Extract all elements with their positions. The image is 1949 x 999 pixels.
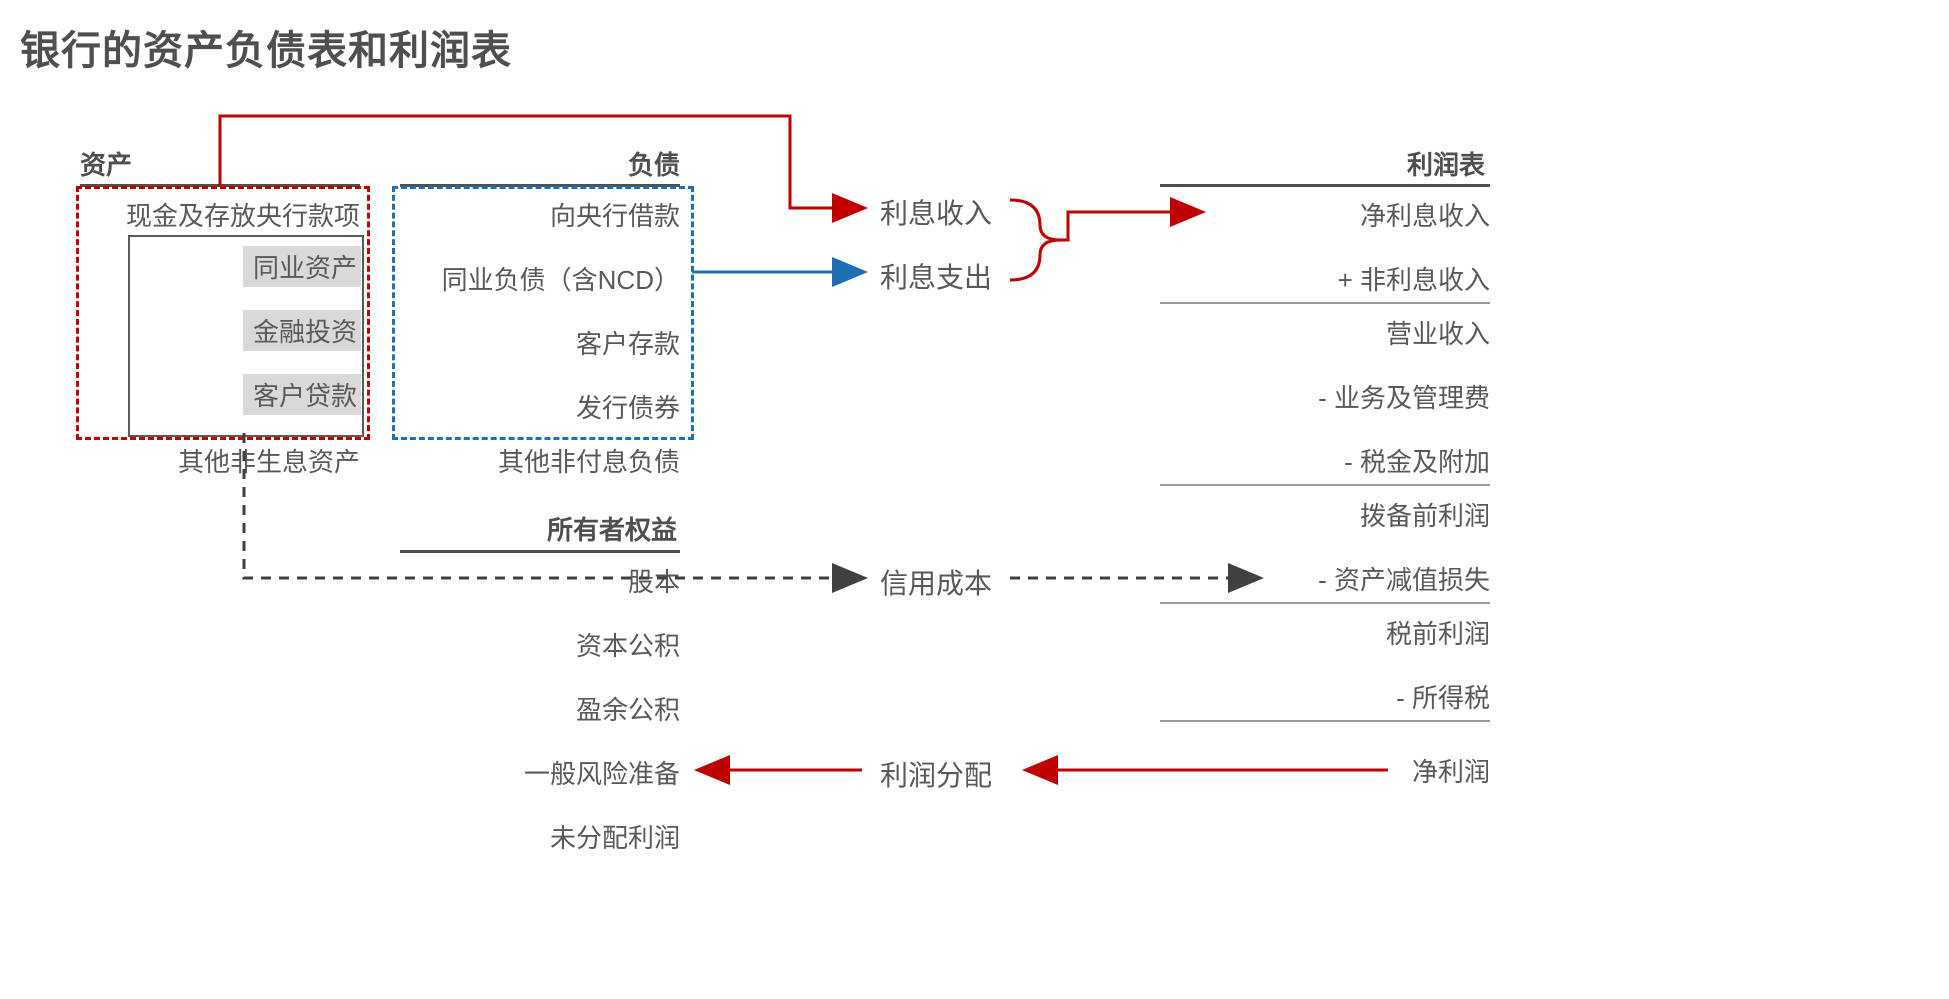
is-opex: - 业务及管理费 [1160,378,1490,415]
arrows-overlay [0,0,1949,999]
equity-row-surplus: 盈余公积 [400,690,680,727]
is-revenue: 营业收入 [1160,314,1490,351]
mid-profit-dist: 利润分配 [880,754,992,794]
equity-row-capital: 股本 [400,562,680,599]
is-impairment: - 资产减值损失 [1160,560,1490,597]
is-net-interest: 净利息收入 [1160,196,1490,233]
liabilities-header: 负债 [628,145,680,182]
equity-row-general-risk: 一般风险准备 [400,754,680,791]
is-hr-1 [1160,302,1490,304]
equity-header: 所有者权益 [547,510,677,547]
is-tax-surcharge: - 税金及附加 [1160,442,1490,479]
equity-row-retained: 未分配利润 [400,818,680,855]
asset-row-other: 其他非生息资产 [80,442,360,479]
diagram-root: 银行的资产负债表和利润表 资产 负债 所有者权益 利润表 现金及存放央行款项 同… [0,0,1949,999]
is-incometax: - 所得税 [1160,678,1490,715]
is-hr-3 [1160,602,1490,604]
is-noninterest: + 非利息收入 [1160,260,1490,297]
page-title: 银行的资产负债表和利润表 [20,18,512,76]
mid-credit-cost: 信用成本 [880,562,992,602]
is-hr-2 [1160,484,1490,486]
interest-bearing-liab-box [392,186,694,440]
interest-earning-assets-box [76,186,370,440]
is-netprofit: 净利润 [1160,752,1490,789]
assets-header: 资产 [80,145,132,182]
equity-row-cap-reserve: 资本公积 [400,626,680,663]
is-pretax: 税前利润 [1160,614,1490,651]
equity-header-underline [400,550,680,553]
income-header: 利润表 [1407,145,1485,182]
mid-interest-income: 利息收入 [880,192,992,232]
is-preprov: 拨备前利润 [1160,496,1490,533]
brace-interest-to-net [1010,200,1060,280]
mid-interest-expense: 利息支出 [880,256,992,296]
liab-row-other: 其他非付息负债 [400,442,680,479]
is-hr-4 [1160,720,1490,722]
income-header-underline [1160,184,1490,187]
